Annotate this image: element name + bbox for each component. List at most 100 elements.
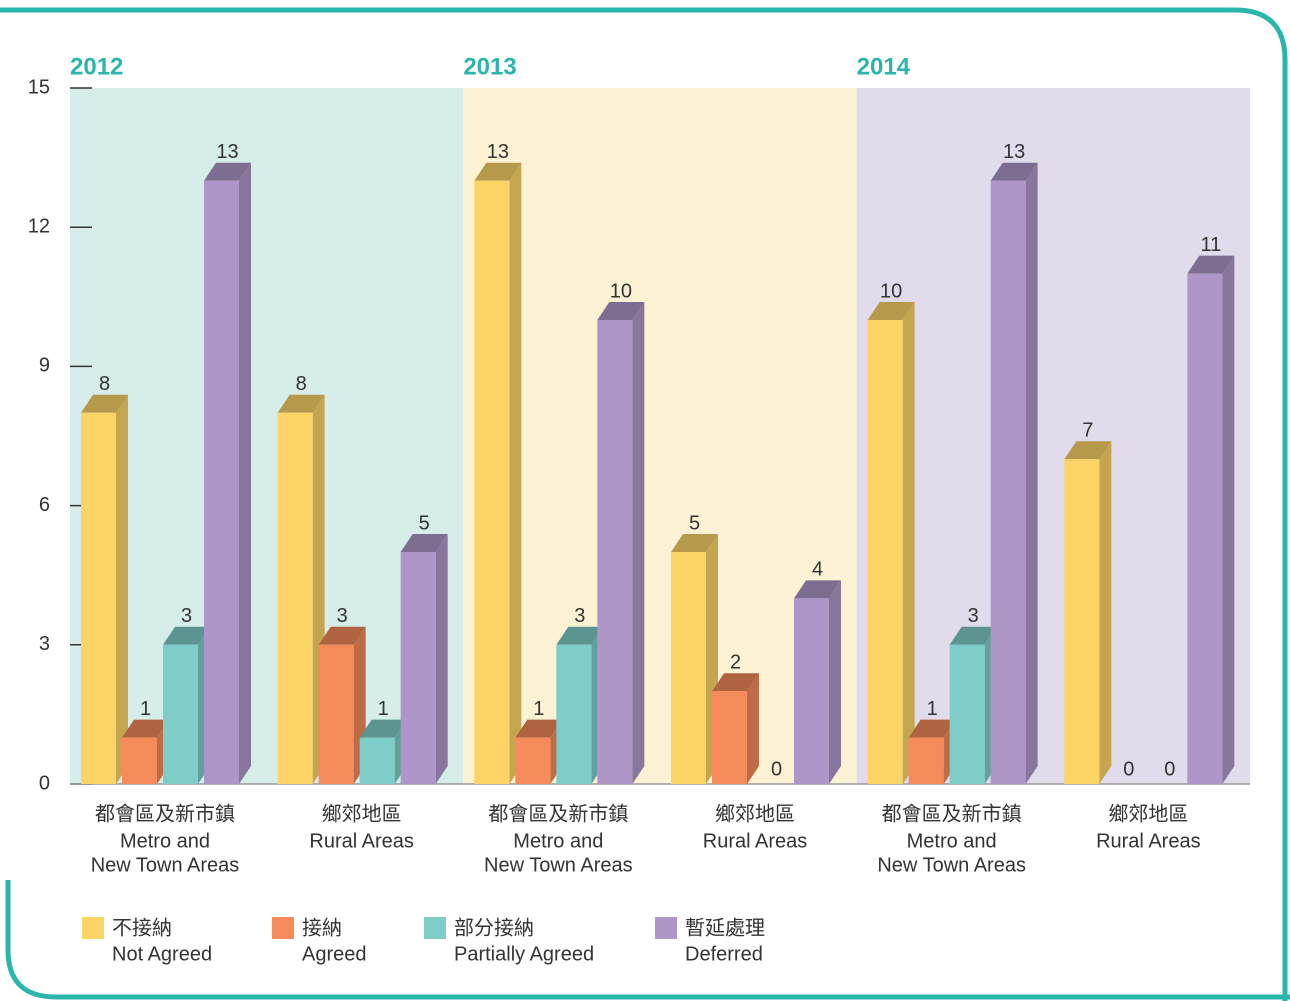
bar-front	[671, 552, 706, 784]
value-label: 11	[1200, 234, 1221, 256]
panel-label: 2014	[857, 53, 911, 80]
bar-top	[597, 302, 645, 320]
category-label: Metro and	[907, 830, 997, 852]
value-label: 1	[927, 698, 938, 720]
bar-side	[239, 162, 251, 785]
bar-top	[556, 626, 604, 645]
value-label: 3	[181, 605, 192, 627]
category-label: Rural Areas	[1096, 830, 1201, 852]
y-tick-label: 3	[39, 633, 50, 655]
y-tick-label: 6	[39, 494, 50, 516]
value-label: 10	[880, 280, 902, 302]
category-label: New Town Areas	[91, 854, 240, 876]
bar	[474, 162, 522, 785]
bar-top	[81, 394, 128, 413]
y-tick-label: 0	[39, 772, 50, 794]
bar	[318, 626, 366, 784]
category-label: New Town Areas	[877, 854, 1026, 876]
bar-front	[163, 644, 198, 784]
legend-swatch	[424, 917, 446, 939]
bar-top	[515, 719, 563, 738]
legend-label: Agreed	[302, 943, 367, 965]
legend-label: 部分接納	[454, 916, 534, 939]
bar-top	[359, 719, 407, 738]
panel-label: 2013	[463, 53, 516, 80]
panel-background	[856, 88, 1250, 784]
frame	[5, 880, 1290, 1000]
bar	[671, 534, 718, 784]
bar-side	[829, 580, 841, 784]
bar	[1064, 441, 1112, 784]
value-label: 3	[968, 605, 979, 627]
bar-top	[400, 534, 448, 552]
panel-background	[463, 88, 857, 784]
bar-top	[671, 534, 718, 552]
category-label: New Town Areas	[484, 854, 633, 876]
value-label: 13	[487, 141, 509, 163]
bar-top	[990, 162, 1038, 181]
bar-front	[867, 320, 903, 784]
bar-front	[204, 180, 239, 785]
bar	[204, 162, 251, 785]
value-label: 3	[337, 605, 348, 627]
value-label: 0	[1164, 758, 1175, 780]
bar	[712, 673, 759, 784]
bar	[867, 302, 915, 784]
bar-front	[949, 644, 985, 784]
y-tick-label: 9	[39, 355, 50, 377]
category-label: 都會區及新市鎮	[882, 802, 1022, 825]
bar-side	[1222, 255, 1235, 785]
bar-front	[359, 737, 395, 784]
value-label: 5	[419, 512, 430, 534]
bar-side	[1099, 441, 1112, 784]
value-label: 7	[1082, 419, 1093, 441]
bar-side	[902, 302, 915, 784]
bar-side	[1025, 162, 1038, 785]
bar-top	[867, 302, 915, 320]
bar-front	[1064, 459, 1100, 784]
legend-label: 接納	[302, 916, 342, 939]
category-label: Rural Areas	[309, 830, 414, 852]
bar	[1187, 255, 1235, 785]
frame	[0, 7, 1288, 1001]
bar-top	[1064, 441, 1112, 460]
category-label: Metro and	[120, 830, 210, 852]
category-label: 鄉郊地區	[1108, 802, 1188, 825]
bar-top	[474, 162, 522, 181]
bar-front	[277, 412, 313, 784]
bar	[400, 534, 448, 784]
legend-swatch	[82, 917, 104, 939]
bar	[794, 580, 841, 784]
value-label: 1	[533, 698, 544, 720]
value-label: 13	[216, 141, 238, 163]
y-tick-label: 12	[28, 215, 50, 237]
bar	[163, 626, 210, 784]
category-label: 鄉郊地區	[715, 802, 795, 825]
bar-side	[116, 394, 128, 784]
legend-label: 不接納	[112, 916, 172, 939]
legend-label: Deferred	[685, 943, 763, 965]
bar-front	[81, 412, 116, 784]
bar-top	[122, 719, 169, 738]
category-label: 鄉郊地區	[322, 802, 402, 825]
value-label: 0	[1123, 758, 1134, 780]
bar-top	[163, 626, 210, 645]
bar-front	[908, 737, 944, 784]
category-label: 都會區及新市鎮	[488, 802, 628, 825]
legend-label: 暫延處理	[685, 916, 765, 939]
legend-swatch	[272, 917, 294, 939]
bar-top	[712, 673, 759, 692]
bar	[359, 719, 407, 784]
bar-front	[597, 320, 633, 784]
bar	[949, 626, 997, 784]
value-label: 5	[689, 512, 700, 534]
category-label: 都會區及新市鎮	[95, 802, 235, 825]
bar-front	[400, 552, 436, 784]
value-label: 13	[1003, 141, 1025, 163]
legend-swatch	[655, 917, 677, 939]
legend-label: Partially Agreed	[454, 943, 594, 965]
bar	[122, 719, 169, 784]
panel-label: 2012	[70, 53, 123, 80]
bar-front	[515, 737, 551, 784]
